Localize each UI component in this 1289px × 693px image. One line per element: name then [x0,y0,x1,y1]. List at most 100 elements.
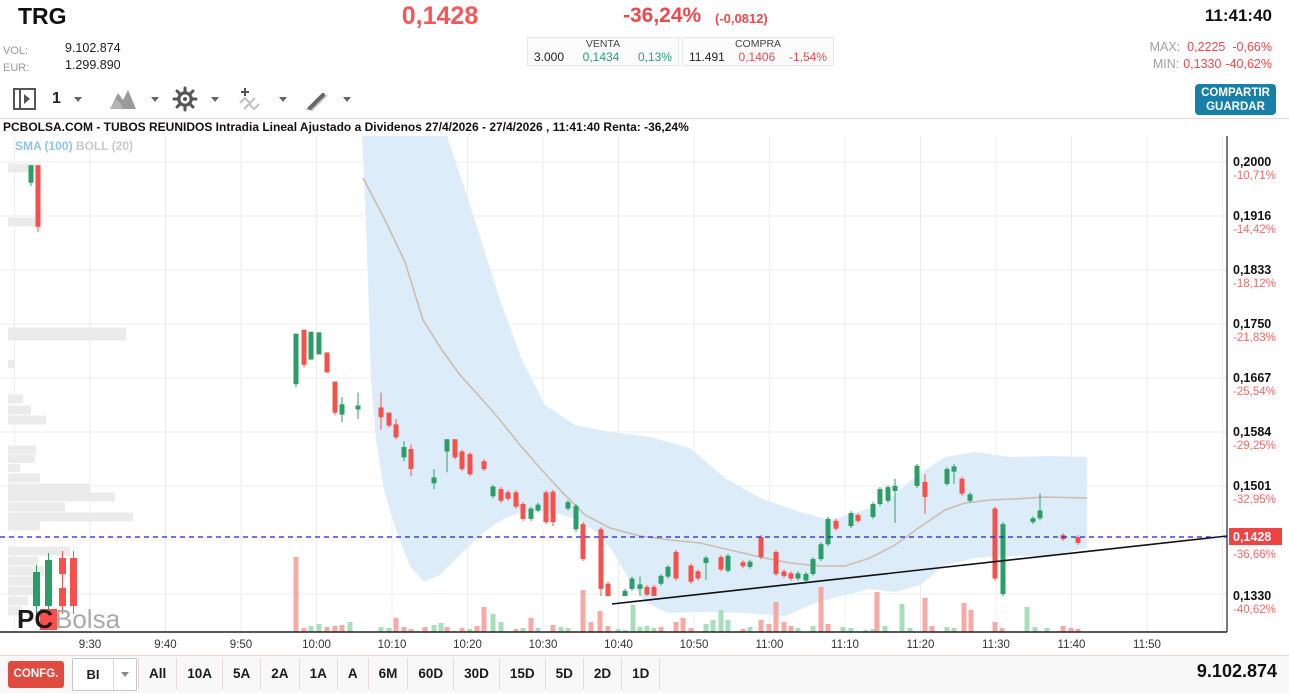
volume-bar [467,629,473,632]
candlestick [543,492,549,523]
min-label: MIN: [1152,57,1180,71]
volume-bar [825,624,831,632]
candlestick [848,513,854,527]
y-axis-percent-label: -29,25% [1233,440,1276,452]
interval-dropdown[interactable]: 1 [52,84,82,114]
y-axis-price-label: 0,1330 [1233,589,1271,603]
last-price: 0,1428 [401,2,479,30]
candlestick [580,524,586,560]
volume-bar [431,625,437,632]
range-button-6m[interactable]: 6M [369,658,409,689]
share-save-button[interactable]: COMPARTIR GUARDAR [1195,84,1276,115]
y-axis-percent-label: -18,12% [1233,278,1276,290]
candlestick [520,504,526,519]
volume-bar [951,628,957,632]
volume-bar [386,628,392,632]
instrument-select[interactable]: BI [72,658,137,691]
range-button-5d[interactable]: 5D [546,658,584,689]
range-button-2d[interactable]: 2D [584,658,623,689]
candlestick [688,565,694,582]
candlestick [308,331,314,360]
x-axis-label: 11:00 [756,639,784,651]
candlestick [810,559,816,574]
range-button-a[interactable]: A [338,658,369,689]
volume-bar [1032,627,1038,632]
price-chart-canvas[interactable]: PC Bolsa 9:30 9:40 9:50 10:00 10:10 10:20 10:30 1… [0,135,1289,655]
y-axis-percent-label: -10,71% [1233,170,1276,182]
chart-type-dropdown[interactable] [108,84,159,114]
x-axis-label: 9:40 [154,639,176,651]
range-button-30d[interactable]: 30D [454,658,500,689]
volume-bar [840,627,846,632]
candlestick [431,477,437,484]
volume-profile-bar [8,521,40,531]
candlestick [1075,537,1081,543]
volume-bar [968,610,974,632]
candlestick [703,557,709,563]
volume-bar [615,629,621,632]
candlestick [605,583,611,596]
volume-bar [740,629,746,632]
range-button-2a[interactable]: 2A [261,658,300,689]
candlestick [452,439,458,458]
candlestick [629,578,635,589]
bid-box: COMPRA 11.491 0,1406 -1,54% [682,37,834,66]
max-label: MAX: [1149,40,1181,54]
volume-bar [308,626,314,632]
watermark-text-bold: PC [17,604,53,634]
settings-dropdown[interactable] [172,84,219,114]
candlestick [498,489,504,501]
volume-bar [725,620,731,632]
volume-bar [773,602,779,632]
toggle-panel-button[interactable] [12,84,38,114]
add-indicator-dropdown[interactable] [238,84,287,114]
range-button-1d[interactable]: 1D [622,658,661,689]
candlestick [658,575,664,584]
volume-bar [444,627,450,632]
x-axis-label: 11:10 [831,639,859,651]
watermark-candle [33,572,40,606]
candlestick [795,573,801,579]
candlestick [992,508,998,579]
y-axis-price-label: 0,1584 [1233,425,1271,439]
volume-bar [301,628,307,632]
y-axis-percent-label: -14,42% [1233,224,1276,236]
watermark-red-block [40,609,57,630]
candlestick [550,491,556,523]
range-button-60d[interactable]: 60D [408,658,455,689]
y-axis-price-label: 0,2000 [1233,155,1271,169]
symbol-ticker: TRG [18,3,67,29]
volume-bar [401,627,407,632]
bid-percent: -1,54% [788,50,827,64]
draw-tools-dropdown[interactable] [302,84,351,114]
volume-profile-bar [8,445,36,455]
range-button-5a[interactable]: 5A [223,658,262,689]
range-button-all[interactable]: All [138,658,178,689]
candlestick [1037,510,1043,519]
volume-profile-bar [8,512,133,522]
volume-bar [999,628,1005,632]
volume-bar [622,630,628,632]
candlestick [673,551,679,579]
ask-quantity: 3.000 [534,50,565,64]
x-axis-label: 10:20 [453,639,482,651]
candlestick [892,485,898,492]
config-button[interactable]: CONFG. [8,661,64,688]
range-button-10a[interactable]: 10A [177,658,224,689]
panel-toggle-icon [13,88,36,110]
range-button-1a[interactable]: 1A [300,658,338,689]
session-total-volume: 9.102.874 [1196,661,1277,681]
y-axis-percent-label: -40,62% [1233,604,1276,616]
volume-bar [1044,628,1050,632]
max-price: 0,2225 [1187,40,1226,54]
volume-bar [1068,628,1074,632]
interval-value: 1 [52,90,61,107]
candlestick [301,329,307,365]
y-axis-percent-label: -21,83% [1233,332,1276,344]
candlestick [481,461,487,470]
y-axis-price-label: 0,1667 [1233,371,1271,385]
x-axis-label: 10:40 [604,639,633,651]
range-button-15d[interactable]: 15D [500,658,546,689]
volume-profile-bar [8,586,34,596]
candlestick [855,515,861,521]
